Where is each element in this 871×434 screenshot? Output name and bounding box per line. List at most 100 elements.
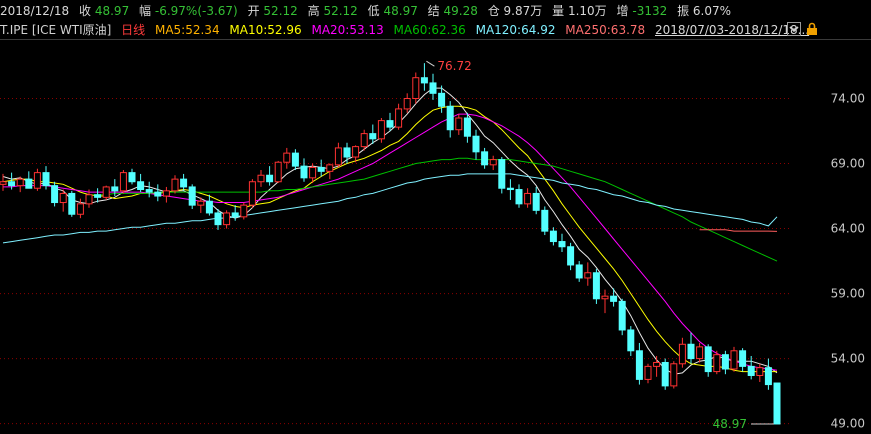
candle: [721, 354, 729, 370]
candle: [257, 174, 265, 183]
high-pointer: [426, 60, 435, 67]
candle: [420, 77, 428, 84]
candle: [678, 343, 686, 365]
y-tick-label: 49.00: [831, 417, 865, 431]
ma120-legend: MA120:64.92: [475, 23, 556, 37]
amplitude-value: -6.97%(-3.67): [154, 4, 238, 18]
candle: [274, 161, 282, 183]
candle: [541, 209, 549, 232]
candle: [446, 105, 454, 131]
candle: [42, 172, 50, 187]
high-label: 高: [307, 4, 320, 18]
quote-info-bar: 2018/12/18 收 48.97 幅 -6.97%(-3.67) 开 52.…: [0, 2, 871, 20]
candle: [412, 77, 420, 100]
candle: [171, 178, 179, 192]
last-price-label: 48.97: [713, 417, 747, 431]
y-tick-label: 59.00: [831, 287, 865, 301]
chevron-down-icon[interactable]: [787, 22, 801, 36]
candle: [463, 117, 471, 137]
ma-line-ma10: [2, 105, 777, 373]
candle: [515, 189, 523, 205]
ma20-legend: MA20:53.13: [311, 23, 384, 37]
candle: [489, 159, 497, 166]
candle: [670, 363, 678, 387]
candle: [51, 185, 59, 204]
volume-value: 1.10万: [567, 4, 607, 18]
candle: [403, 98, 411, 110]
candle: [248, 181, 256, 206]
candle: [25, 178, 33, 189]
candle: [334, 147, 342, 166]
candle: [713, 354, 721, 373]
open-interest-value: 9.87万: [503, 4, 543, 18]
open-interest-label: 仓: [487, 4, 500, 18]
increase-label: 增: [616, 4, 629, 18]
candle: [696, 346, 704, 360]
ma5-legend: MA5:52.34: [154, 23, 220, 37]
candle: [455, 117, 463, 131]
candle: [687, 343, 695, 360]
candle: [704, 346, 712, 373]
low-label: 低: [367, 4, 380, 18]
candle: [601, 295, 609, 300]
settle-value: 49.28: [443, 4, 478, 18]
candle: [369, 133, 377, 140]
candle: [558, 241, 566, 248]
candle: [119, 172, 127, 192]
candle: [188, 186, 196, 206]
candle: [283, 152, 291, 163]
candle: [76, 203, 84, 215]
y-tick-label: 69.00: [831, 157, 865, 171]
candle: [102, 186, 110, 198]
candle: [661, 361, 669, 387]
ma250-legend: MA250:63.78: [565, 23, 646, 37]
candle: [644, 365, 652, 380]
candle: [326, 164, 334, 172]
candle: [145, 189, 153, 193]
date-range-label[interactable]: 2018/07/03-2018/12/18...: [655, 23, 810, 37]
swing-label: 振: [677, 4, 690, 18]
candle: [386, 120, 394, 128]
candle: [231, 212, 239, 218]
candle: [747, 365, 755, 376]
high-value: 52.12: [323, 4, 358, 18]
symbol-label[interactable]: T.IPE [ICE WTI原油]: [0, 23, 112, 37]
candle: [16, 178, 24, 187]
candle: [317, 166, 325, 172]
ma-line-ma20: [3, 113, 778, 371]
period-label[interactable]: 日线: [121, 23, 146, 37]
candle: [154, 191, 162, 197]
candle: [128, 172, 136, 183]
candle: [610, 295, 618, 302]
candle: [395, 108, 403, 128]
candle: [137, 181, 145, 191]
ma10-legend: MA10:52.96: [229, 23, 302, 37]
candle: [618, 300, 626, 331]
ma-line-ma60: [89, 157, 778, 262]
candle: [94, 194, 102, 198]
candle: [739, 350, 747, 367]
candle: [567, 246, 575, 266]
open-value: 52.12: [263, 4, 298, 18]
lock-icon[interactable]: [805, 22, 819, 36]
price-chart[interactable]: 74.00 69.00 64.00 59.00 54.00 49.00 76.72 48.97: [0, 40, 871, 434]
candle: [68, 192, 76, 215]
candle: [59, 192, 67, 204]
candle: [575, 264, 583, 279]
candle: [240, 204, 248, 218]
candle: [653, 361, 661, 367]
candle: [532, 192, 540, 211]
increase-value: -3132: [632, 4, 668, 18]
candle: [8, 181, 16, 187]
candle: [756, 367, 764, 376]
candle: [627, 329, 635, 352]
candle: [223, 212, 231, 226]
candle: [309, 166, 317, 179]
candle: [584, 272, 592, 279]
volume-label: 量: [552, 4, 565, 18]
amplitude-label: 幅: [139, 4, 152, 18]
candle: [360, 133, 368, 148]
candle: [524, 192, 532, 205]
settle-label: 结: [427, 4, 440, 18]
high-price-label: 76.72: [437, 59, 471, 73]
